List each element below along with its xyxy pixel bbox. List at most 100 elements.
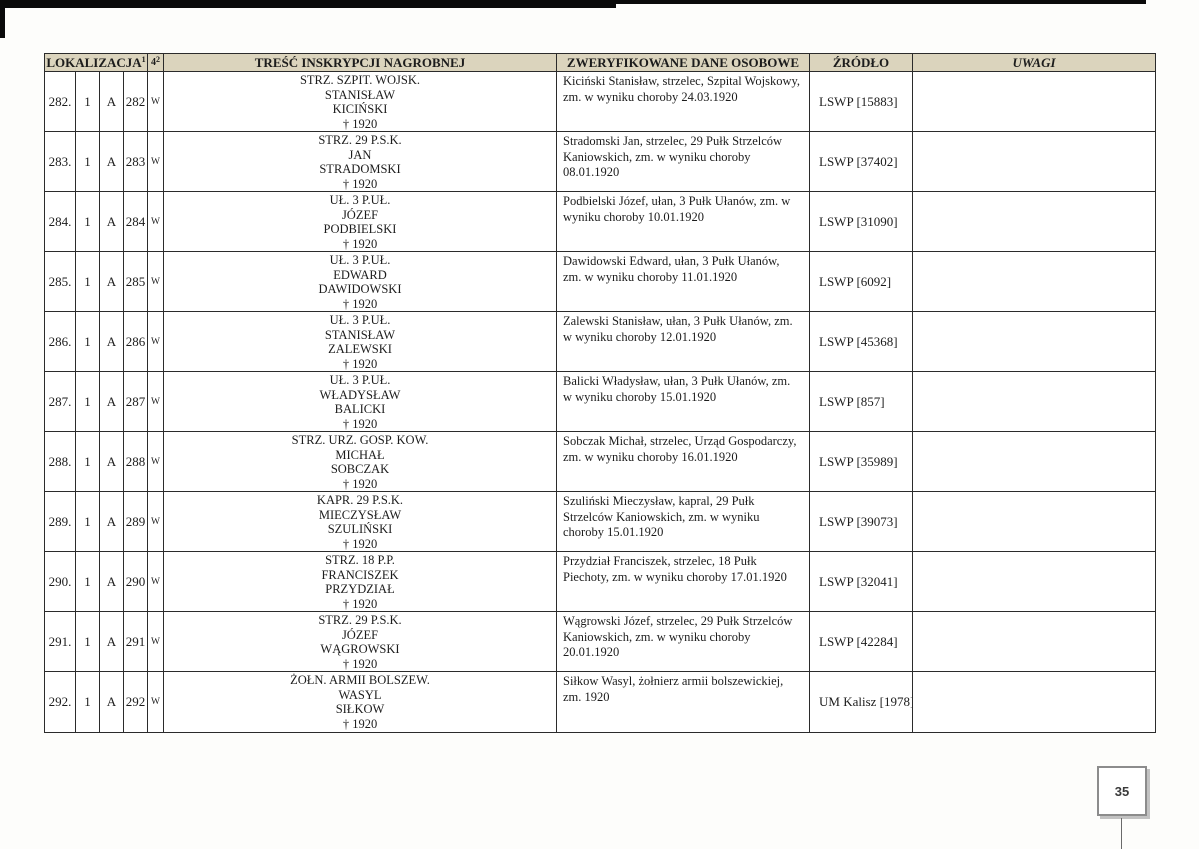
cell-location-section: A — [100, 192, 124, 252]
cell-location-sector: 1 — [76, 192, 100, 252]
cell-inscription: UŁ. 3 P.UŁ. EDWARD DAWIDOWSKI † 1920 — [164, 252, 557, 312]
header-footnote-mark: 2 — [156, 54, 160, 64]
cell-ordinal: 285. — [45, 252, 76, 312]
cell-inscription: STRZ. SZPIT. WOJSK. STANISŁAW KICIŃSKI † 19… — [164, 72, 557, 132]
cell-source: LSWP [39073] — [810, 492, 913, 552]
cell-location-section: A — [100, 252, 124, 312]
cell-location-section: A — [100, 672, 124, 732]
table-row: 286. 1 A 286 W UŁ. 3 P.UŁ. STANISŁAW ZALEW… — [45, 312, 1155, 372]
cell-location-section: A — [100, 432, 124, 492]
cell-ordinal: 283. — [45, 132, 76, 192]
cell-verified-data: Szuliński Mieczysław, kapral, 29 Pułk St… — [557, 492, 810, 552]
cell-source: UM Kalisz [1978] — [810, 672, 913, 732]
cell-war-grave-mark: W — [148, 192, 164, 252]
cell-inscription: STRZ. 18 P.P. FRANCISZEK PRZYDZIAŁ † 1920 — [164, 552, 557, 612]
cell-remarks — [913, 252, 1155, 312]
cell-verified-data: Kiciński Stanisław, strzelec, Szpital Wo… — [557, 72, 810, 132]
cell-source: LSWP [6092] — [810, 252, 913, 312]
cell-war-grave-mark: W — [148, 552, 164, 612]
table-row: 285. 1 A 285 W UŁ. 3 P.UŁ. EDWARD DAWIDOWS… — [45, 252, 1155, 312]
cell-location-section: A — [100, 612, 124, 672]
page-number-box: 35 — [1097, 766, 1147, 816]
cell-inscription: STRZ. 29 P.S.K. JÓZEF WĄGROWSKI † 1920 — [164, 612, 557, 672]
cell-war-grave-mark: W — [148, 492, 164, 552]
cell-location-sector: 1 — [76, 132, 100, 192]
cell-location-sector: 1 — [76, 552, 100, 612]
cell-verified-data: Zalewski Stanisław, ułan, 3 Pułk Ułanów,… — [557, 312, 810, 372]
cell-inscription: STRZ. URZ. GOSP. KOW. MICHAŁ SOBCZAK † 1920 — [164, 432, 557, 492]
cell-location-section: A — [100, 492, 124, 552]
cell-remarks — [913, 72, 1155, 132]
cell-location-grave-number: 292 — [124, 672, 148, 732]
cell-location-grave-number: 283 — [124, 132, 148, 192]
cell-location-section: A — [100, 72, 124, 132]
cell-location-grave-number: 290 — [124, 552, 148, 612]
column-header-uwagi: UWAGI — [913, 54, 1155, 72]
cell-ordinal: 292. — [45, 672, 76, 732]
cell-source: LSWP [37402] — [810, 132, 913, 192]
cell-source: LSWP [15883] — [810, 72, 913, 132]
cell-source: LSWP [31090] — [810, 192, 913, 252]
cell-location-grave-number: 288 — [124, 432, 148, 492]
cell-location-section: A — [100, 372, 124, 432]
table-row: 283. 1 A 283 W STRZ. 29 P.S.K. JAN STRADOM… — [45, 132, 1155, 192]
cell-remarks — [913, 132, 1155, 192]
cell-location-section: A — [100, 552, 124, 612]
cell-location-grave-number: 291 — [124, 612, 148, 672]
cell-inscription: UŁ. 3 P.UŁ. JÓZEF PODBIELSKI † 1920 — [164, 192, 557, 252]
cell-ordinal: 291. — [45, 612, 76, 672]
cell-verified-data: Siłkow Wasyl, żołnierz armii bolszewicki… — [557, 672, 810, 732]
header-label: LOKALIZACJA — [46, 54, 142, 70]
cell-location-sector: 1 — [76, 372, 100, 432]
cell-location-grave-number: 282 — [124, 72, 148, 132]
cell-remarks — [913, 312, 1155, 372]
cell-war-grave-mark: W — [148, 72, 164, 132]
table-row: 289. 1 A 289 W KAPR. 29 P.S.K. MIECZYSŁAW… — [45, 492, 1155, 552]
cell-verified-data: Przydział Franciszek, strzelec, 18 Pułk … — [557, 552, 810, 612]
cell-location-sector: 1 — [76, 72, 100, 132]
column-header-zrodlo: ŹRÓDŁO — [810, 54, 913, 72]
page-number: 35 — [1114, 783, 1130, 799]
cell-verified-data: Balicki Władysław, ułan, 3 Pułk Ułanów, … — [557, 372, 810, 432]
cell-remarks — [913, 192, 1155, 252]
cell-location-sector: 1 — [76, 612, 100, 672]
scan-artifact-left-bar — [0, 0, 5, 38]
header-footnote-mark: 1 — [141, 54, 146, 64]
table-body: 282. 1 A 282 W STRZ. SZPIT. WOJSK. STANIS… — [45, 72, 1155, 732]
cell-location-grave-number: 287 — [124, 372, 148, 432]
table-row: 284. 1 A 284 W UŁ. 3 P.UŁ. JÓZEF PODBIELSK… — [45, 192, 1155, 252]
scan-artifact-top-line — [616, 0, 1146, 4]
cell-inscription: UŁ. 3 P.UŁ. WŁADYSŁAW BALICKI † 1920 — [164, 372, 557, 432]
cell-ordinal: 288. — [45, 432, 76, 492]
cell-inscription: STRZ. 29 P.S.K. JAN STRADOMSKI † 1920 — [164, 132, 557, 192]
cell-source: LSWP [42284] — [810, 612, 913, 672]
scan-artifact-top-bar — [0, 0, 616, 8]
cell-location-sector: 1 — [76, 432, 100, 492]
table-row: 292. 1 A 292 W ŻOŁN. ARMII BOLSZEW. WASYL… — [45, 672, 1155, 732]
cell-inscription: UŁ. 3 P.UŁ. STANISŁAW ZALEWSKI † 1920 — [164, 312, 557, 372]
cell-ordinal: 284. — [45, 192, 76, 252]
cell-ordinal: 287. — [45, 372, 76, 432]
cell-remarks — [913, 372, 1155, 432]
cell-location-sector: 1 — [76, 672, 100, 732]
cell-ordinal: 290. — [45, 552, 76, 612]
table-row: 287. 1 A 287 W UŁ. 3 P.UŁ. WŁADYSŁAW BALIC… — [45, 372, 1155, 432]
page-number-leader-line — [1121, 818, 1122, 849]
table-row: 288. 1 A 288 W STRZ. URZ. GOSP. KOW. MICH… — [45, 432, 1155, 492]
header-label: 4 — [151, 57, 156, 68]
table-row: 291. 1 A 291 W STRZ. 29 P.S.K. JÓZEF WĄGRO… — [45, 612, 1155, 672]
table-row: 282. 1 A 282 W STRZ. SZPIT. WOJSK. STANIS… — [45, 72, 1155, 132]
cell-location-sector: 1 — [76, 312, 100, 372]
cell-war-grave-mark: W — [148, 312, 164, 372]
cell-war-grave-mark: W — [148, 612, 164, 672]
cell-verified-data: Stradomski Jan, strzelec, 29 Pułk Strzel… — [557, 132, 810, 192]
cell-location-sector: 1 — [76, 492, 100, 552]
column-header-zweryfikowane-dane: ZWERYFIKOWANE DANE OSOBOWE — [557, 54, 810, 72]
cell-remarks — [913, 432, 1155, 492]
cell-ordinal: 282. — [45, 72, 76, 132]
cell-inscription: ŻOŁN. ARMII BOLSZEW. WASYL SIŁKOW † 1920 — [164, 672, 557, 732]
cell-verified-data: Sobczak Michał, strzelec, Urząd Gospodar… — [557, 432, 810, 492]
